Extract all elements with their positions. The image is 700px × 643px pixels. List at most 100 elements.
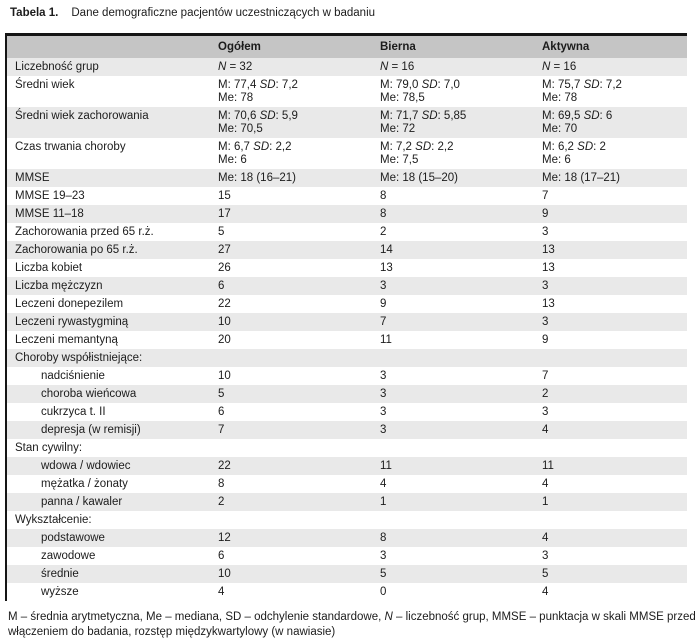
cell-line: M: 70,6 SD: 5,9 (218, 109, 298, 122)
cell-ogolem: 5 (213, 223, 375, 241)
table-row: Zachorowania po 65 r.ż. 27 14 13 (7, 241, 687, 259)
cell-line: 8 (380, 189, 387, 202)
cell-line: M: 77,4 SD: 7,2 (218, 78, 298, 91)
table-row: zawodowe 6 3 3 (7, 547, 687, 565)
row-label: MMSE (15, 171, 50, 184)
cell-bierna: Me: 18 (15–20) (375, 169, 537, 187)
row-label: cukrzyca t. II (41, 405, 106, 418)
cell-aktywna: 1 (537, 493, 687, 511)
row-label: MMSE 11–18 (15, 207, 84, 220)
section-row: Choroby współistniejące: (7, 349, 687, 367)
cell-bierna (375, 511, 537, 529)
cell-line: Me: 72 (380, 122, 416, 135)
cell-line: 4 (218, 585, 225, 598)
cell-aktywna: 9 (537, 205, 687, 223)
table-header: Ogółem Bierna Aktywna (7, 36, 687, 58)
cell-aktywna: 3 (537, 313, 687, 331)
cell-aktywna: 4 (537, 475, 687, 493)
cell-ogolem: M: 6,7 SD: 2,2 Me: 6 (213, 138, 375, 169)
cell-line: 6 (218, 549, 225, 562)
cell-aktywna: M: 6,2 SD: 2 Me: 6 (537, 138, 687, 169)
cell-line: 6 (218, 405, 225, 418)
table-row: Liczba kobiet 26 13 13 (7, 259, 687, 277)
cell-line: 4 (542, 423, 549, 436)
cell-line: 9 (542, 333, 549, 346)
table-body: Liczebność grup N = 32 N = 16 N = 16 Średni … (7, 58, 687, 601)
cell-line: 14 (380, 243, 393, 256)
cell-line: 5 (218, 387, 225, 400)
cell-aktywna: 3 (537, 403, 687, 421)
cell-aktywna: M: 75,7 SD: 7,2 Me: 78 (537, 76, 687, 107)
cell-ogolem (213, 349, 375, 367)
row-label: Leczeni donepezilem (15, 297, 124, 310)
table-row: MMSE 11–18 17 8 9 (7, 205, 687, 223)
cell-line: 3 (380, 405, 387, 418)
cell-line: M: 6,7 SD: 2,2 (218, 140, 292, 153)
cell-line: 2 (218, 495, 225, 508)
cell-line: N = 16 (380, 60, 415, 73)
cell-line: 7 (218, 423, 225, 436)
cell-bierna: 14 (375, 241, 537, 259)
cell-ogolem: 10 (213, 313, 375, 331)
cell-bierna (375, 349, 537, 367)
cell-aktywna: 4 (537, 421, 687, 439)
table-row: nadciśnienie 10 3 7 (7, 367, 687, 385)
cell-line: 17 (218, 207, 231, 220)
cell-aktywna: N = 16 (537, 58, 687, 76)
cell-bierna: 1 (375, 493, 537, 511)
cell-line: 11 (380, 333, 392, 346)
row-label: zawodowe (41, 549, 96, 562)
table-row: średnie 10 5 5 (7, 565, 687, 583)
row-label: Średni wiek (15, 78, 75, 91)
row-label: Wykształcenie: (15, 513, 92, 526)
table-footnote: M – średnia arytmetyczna, Me – mediana, … (8, 611, 696, 638)
table-row: panna / kawaler 2 1 1 (7, 493, 687, 511)
cell-line: 8 (380, 207, 387, 220)
cell-line: 4 (380, 477, 387, 490)
cell-bierna: 7 (375, 313, 537, 331)
cell-line: 10 (218, 315, 231, 328)
cell-ogolem: Me: 18 (16–21) (213, 169, 375, 187)
cell-line: 11 (542, 459, 554, 472)
cell-ogolem: 7 (213, 421, 375, 439)
cell-aktywna: 13 (537, 259, 687, 277)
page: Tabela 1. Dane demograficzne pacjentów uc… (0, 6, 700, 643)
cell-bierna: 9 (375, 295, 537, 313)
cell-ogolem: 10 (213, 367, 375, 385)
table-row: wdowa / wdowiec 22 11 11 (7, 457, 687, 475)
cell-line: 11 (380, 459, 392, 472)
cell-line: 5 (542, 567, 549, 580)
table-row: Leczeni memantyną 20 11 9 (7, 331, 687, 349)
section-row: Stan cywilny: (7, 439, 687, 457)
cell-line: Me: 78 (542, 91, 578, 104)
cell-aktywna: 13 (537, 241, 687, 259)
table-row: podstawowe 12 8 4 (7, 529, 687, 547)
table-row: choroba wieńcowa 5 3 2 (7, 385, 687, 403)
cell-line: M: 79,0 SD: 7,0 (380, 78, 460, 91)
row-label: Czas trwania choroby (15, 140, 126, 153)
cell-line: 3 (542, 549, 549, 562)
cell-bierna: M: 71,7 SD: 5,85 Me: 72 (375, 107, 537, 138)
row-label: nadciśnienie (41, 369, 105, 382)
cell-line: 4 (542, 531, 549, 544)
cell-ogolem: 4 (213, 583, 375, 601)
cell-line: 3 (542, 315, 549, 328)
row-label: MMSE 19–23 (15, 189, 85, 202)
demographics-table: Ogółem Bierna Aktywna Liczebność grup N =… (7, 36, 687, 601)
cell-line: 6 (218, 279, 225, 292)
cell-bierna: 4 (375, 475, 537, 493)
cell-aktywna: Me: 18 (17–21) (537, 169, 687, 187)
cell-bierna: 8 (375, 529, 537, 547)
table-row: Leczeni donepezilem 22 9 13 (7, 295, 687, 313)
cell-line: Me: 78 (218, 91, 254, 104)
cell-line: 22 (218, 459, 231, 472)
column-header-aktywna: Aktywna (537, 36, 687, 58)
cell-aktywna: 5 (537, 565, 687, 583)
row-label: podstawowe (41, 531, 105, 544)
cell-aktywna: 3 (537, 547, 687, 565)
row-label: Stan cywilny: (15, 441, 83, 454)
cell-ogolem: 15 (213, 187, 375, 205)
cell-ogolem: 5 (213, 385, 375, 403)
cell-ogolem (213, 439, 375, 457)
